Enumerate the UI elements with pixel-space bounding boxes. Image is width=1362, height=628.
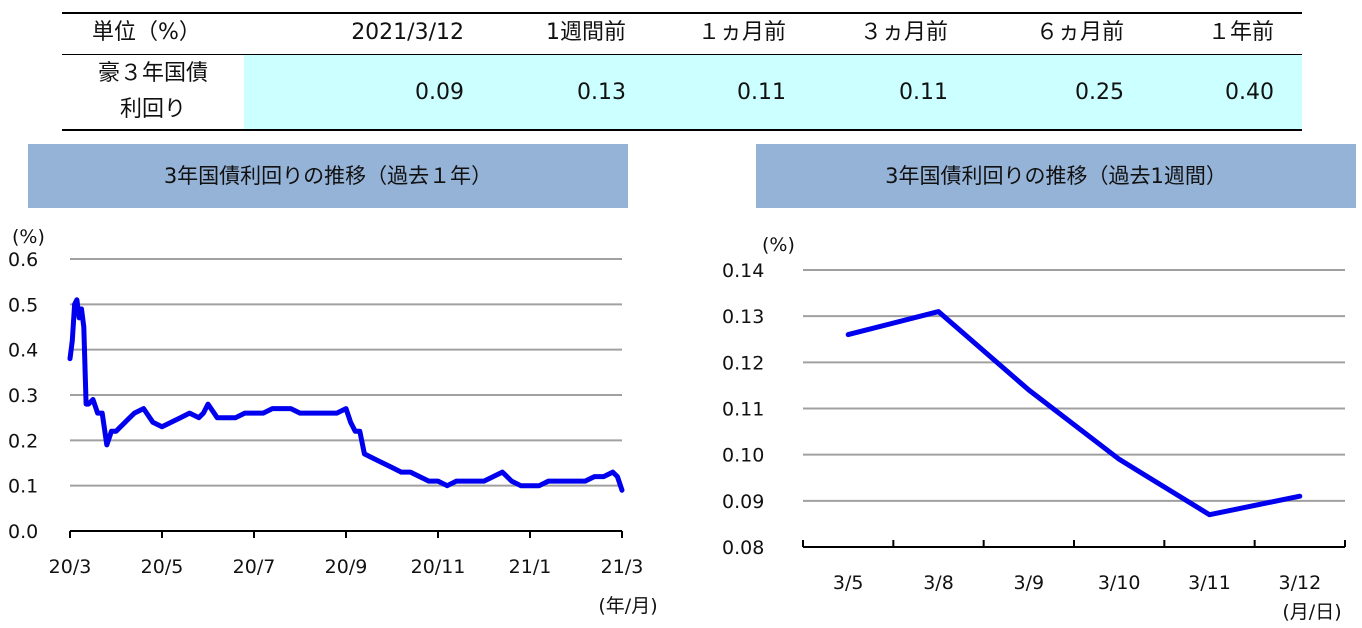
chart-1year-ytick-label: 0.2: [8, 430, 38, 452]
table-bottom-border: [62, 129, 1302, 131]
table-col-1year: １年前: [1207, 20, 1274, 45]
table-row-label-line1: 豪３年国債: [97, 61, 208, 86]
chart-1year-xtick-label: 20/5: [141, 556, 184, 578]
chart-1week-xtick-label: 3/11: [1188, 572, 1231, 594]
table-value-row-highlight: [244, 55, 1302, 129]
table-value-current: 0.09: [415, 80, 464, 105]
chart-1year-xtick-label: 20/11: [411, 556, 466, 578]
chart-1week-ytick-label: 0.12: [722, 352, 764, 374]
chart-1week-ytick-label: 0.09: [722, 491, 764, 513]
chart-1year-xtick-label: 20/3: [49, 556, 92, 578]
table-col-3month: ３ヵ月前: [859, 20, 948, 45]
chart-1week-ytick-label: 0.11: [722, 399, 764, 421]
chart-1week-ytick-label: 0.10: [722, 445, 764, 467]
chart-1year-xtick-label: 21/3: [601, 556, 644, 578]
table-col-6month: ６ヵ月前: [1035, 20, 1124, 45]
chart-1year-ytick-label: 0.4: [8, 340, 38, 362]
table-unit-header: 単位（%）: [92, 20, 201, 45]
chart-1week-xtick-label: 3/8: [923, 572, 954, 594]
table-col-current: 2021/3/12: [351, 20, 464, 45]
table-col-1week: 1週間前: [546, 20, 626, 45]
chart-1year-y-unit-label: (%): [12, 226, 45, 248]
chart-1year-xtick-label: 20/9: [325, 556, 368, 578]
chart-1week-x-unit-label: (月/日): [1282, 601, 1341, 623]
chart-1year-ytick-label: 0.6: [8, 249, 38, 271]
chart-1week-ytick-label: 0.14: [722, 260, 764, 282]
chart-1year-x-unit-label: (年/月): [598, 595, 657, 617]
chart-1year-xtick-label: 21/1: [509, 556, 552, 578]
chart-1week-series-line: [845, 309, 1303, 518]
table-row-label-line2: 利回り: [119, 97, 186, 122]
table-col-1month: １ヵ月前: [697, 20, 786, 45]
chart-1week-y-unit-label: (%): [762, 234, 795, 256]
chart-1year-ytick-label: 0.3: [8, 385, 38, 407]
table-header-border: [62, 54, 1302, 55]
yield-summary-table: 単位（%） 2021/3/12 1週間前 １ヵ月前 ３ヵ月前 ６ヵ月前 １年前 …: [62, 12, 1302, 132]
chart-1year-title: 3年国債利回りの推移（過去１年）: [28, 144, 628, 208]
chart-1week-ytick-label: 0.13: [722, 306, 764, 328]
chart-1year-ytick-label: 0.0: [8, 521, 38, 543]
chart-1week-ytick-label: 0.08: [722, 537, 764, 559]
chart-1week: 0.08 0.09 0.10 0.11 0.12 0.13 0.14 3/5 3/8 3/9 3/1…: [722, 234, 1346, 623]
table-value-3month: 0.11: [899, 80, 948, 105]
chart-1year-ytick-label: 0.1: [8, 476, 38, 498]
chart-1year: 0.0 0.1 0.2 0.3 0.4 0.5 0.6 20/3 20/5 20/7 20/9 20/…: [8, 226, 658, 617]
chart-1week-xtick-label: 3/5: [833, 572, 864, 594]
table-value-1week: 0.13: [577, 80, 626, 105]
chart-1year-xtick-label: 20/7: [233, 556, 276, 578]
table-value-6month: 0.25: [1075, 80, 1124, 105]
chart-1week-xtick-label: 3/10: [1098, 572, 1141, 594]
table-row-label: 豪３年国債 利回り: [62, 56, 244, 128]
chart-1week-title: 3年国債利回りの推移（過去1週間）: [756, 144, 1356, 208]
chart-1week-xtick-label: 3/12: [1278, 572, 1321, 594]
table-top-border: [62, 12, 1302, 14]
chart-1year-series-line: [67, 297, 625, 493]
chart-1week-xtick-label: 3/9: [1014, 572, 1045, 594]
chart-1year-ytick-label: 0.5: [8, 294, 38, 316]
table-value-1month: 0.11: [737, 80, 786, 105]
table-value-1year: 0.40: [1225, 80, 1274, 105]
